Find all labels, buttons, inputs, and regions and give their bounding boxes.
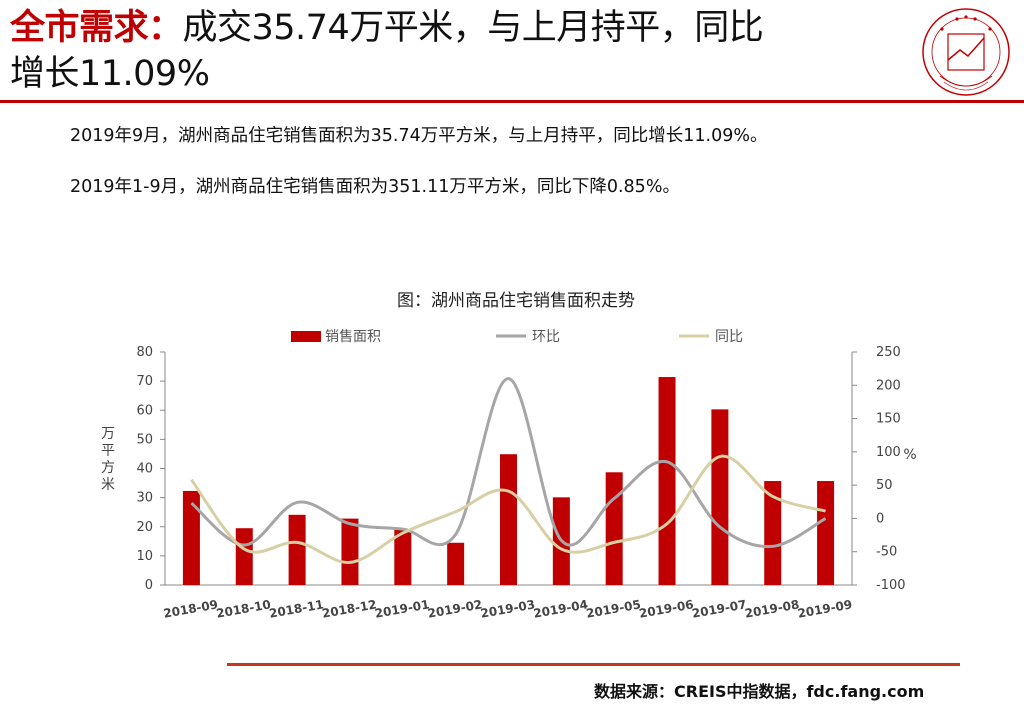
chart-legend: 销售面积 环比 同比 [291, 329, 743, 345]
x-tick-label: 2019-02 [427, 597, 484, 620]
y2-tick-label: 250 [876, 345, 901, 360]
line-yoy [190, 454, 826, 564]
summary-paragraph-1: 2019年9月，湖州商品住宅销售面积为35.74万平方米，与上月持平，同比增长1… [70, 126, 768, 146]
bar-sales-area [764, 481, 782, 585]
y2-tick-label: 150 [876, 412, 901, 427]
bar-sales-area [500, 454, 517, 585]
china-index-academy-logo [922, 8, 1010, 96]
bar-sales-area [605, 472, 623, 585]
footer-rule [227, 663, 960, 666]
x-tick-label: 2018-11 [268, 597, 325, 620]
y-tick-label: 70 [136, 374, 153, 389]
title-key: 全市需求： [10, 8, 183, 48]
y-tick-label: 40 [136, 462, 153, 477]
y-tick-label: 0 [145, 578, 153, 593]
legend-swatch-sales-area [291, 331, 321, 342]
x-tick-label: 2018-09 [162, 597, 219, 620]
x-tick-label: 2019-09 [797, 597, 854, 620]
bar-sales-area [182, 490, 200, 585]
legend-label-yoy: 同比 [715, 329, 743, 345]
legend-label-mom: 环比 [532, 329, 560, 345]
y2-tick-label: 200 [876, 378, 901, 393]
y-tick-label: 10 [136, 549, 153, 564]
x-tick-label: 2019-05 [585, 597, 642, 620]
y2-tick-label: 100 [876, 445, 901, 460]
x-tick-label: 2018-12 [321, 597, 378, 620]
header-rule [0, 100, 1024, 103]
bar-sales-area [447, 542, 465, 585]
y-tick-label: 20 [136, 520, 153, 535]
bar-sales-area [658, 377, 676, 585]
bar-sales-area [341, 518, 359, 585]
y-tick-label: 80 [136, 345, 153, 360]
page-title: 全市需求：成交35.74万平米，与上月持平，同比 [10, 6, 764, 50]
x-tick-label: 2019-04 [532, 597, 589, 620]
y-tick-label: 50 [136, 432, 153, 447]
legend-label-sales-area: 销售面积 [325, 329, 381, 345]
bar-sales-area [394, 529, 412, 585]
x-tick-label: 2019-01 [374, 597, 431, 620]
x-tick-label: 2019-08 [744, 597, 801, 620]
sales-area-chart: 图：湖州商品住宅销售面积走势 0 10 20 30 40 50 60 70 80 -100 -50 0 5… [101, 291, 917, 621]
y2-tick-label: -100 [876, 578, 906, 593]
data-source: 数据来源：CREIS中指数据，fdc.fang.com [594, 682, 925, 701]
x-tick-label: 2019-03 [479, 597, 536, 620]
bar-sales-area [817, 481, 835, 585]
y2-axis-label: % [903, 447, 916, 463]
summary-paragraph-2: 2019年1-9月，湖州商品住宅销售面积为351.11万平方米，同比下降0.85… [70, 177, 680, 197]
line-mom [190, 377, 827, 549]
y-tick-label: 60 [136, 403, 153, 418]
y2-tick-label: 50 [876, 478, 893, 493]
bar-sales-area [235, 528, 253, 585]
x-tick-label: 2018-10 [215, 597, 272, 620]
y-axis-label: 万平方米 [101, 426, 115, 493]
chart-title: 图：湖州商品住宅销售面积走势 [397, 291, 635, 311]
x-tick-label: 2019-06 [638, 597, 695, 620]
x-tick-label: 2019-07 [691, 597, 748, 620]
title-rest: 成交35.74万平米，与上月持平，同比 [182, 8, 764, 48]
bar-sales-area [711, 409, 729, 585]
page-title-line-2: 增长11.09% [10, 54, 210, 94]
bar-sales-area [288, 514, 306, 585]
y-tick-label: 30 [136, 491, 153, 506]
y2-tick-label: 0 [876, 511, 884, 526]
y2-tick-label: -50 [876, 545, 897, 560]
